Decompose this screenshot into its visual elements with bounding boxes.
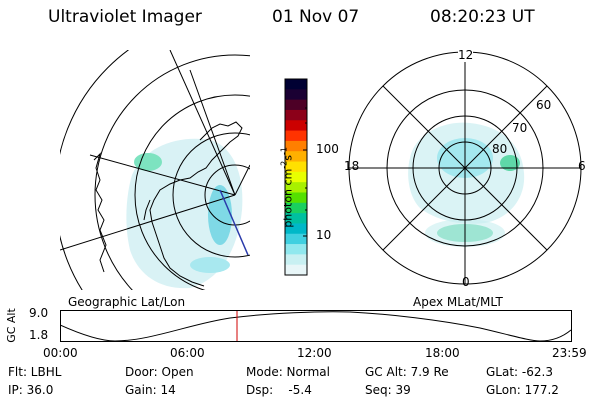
status-ip: IP: 36.0: [8, 383, 54, 397]
colorbar-swatch: [285, 140, 307, 152]
status-glat: GLat: -62.3: [486, 365, 553, 379]
geographic-map-panel: [60, 50, 250, 290]
colorbar-swatch: [285, 171, 307, 183]
mlt-label-12: 12: [458, 48, 474, 62]
time-tick-1200: 12:00: [297, 346, 332, 360]
geo-panel-caption: Geographic Lat/Lon: [68, 295, 186, 309]
colorbar-swatch: [285, 254, 307, 266]
time-tick-1800: 18:00: [425, 346, 460, 360]
ground-track: [219, 189, 249, 256]
colorbar-frame: [284, 78, 308, 276]
time-label: 08:20:23 UT: [430, 7, 535, 27]
colorbar-swatch: [285, 120, 307, 132]
status-mode: Mode: Normal: [246, 365, 330, 379]
colorbar-unit-label: photon cm-2s-1: [279, 147, 295, 228]
colorbar: [284, 78, 308, 276]
time-tick-0600: 06:00: [170, 346, 205, 360]
geo-emission-hotspot: [134, 153, 162, 171]
colorbar-swatch: [285, 130, 307, 142]
geo-emission-patch: [190, 257, 230, 273]
altitude-tick-1.8: 1.8: [29, 328, 49, 342]
geo-emission-region: [126, 138, 243, 289]
colorbar-swatch: [285, 202, 307, 214]
apex-mlt-lines: [349, 52, 581, 284]
altitude-timeline: [60, 310, 572, 342]
colorbar-swatch: [285, 244, 307, 255]
mlat-label-60: 60: [536, 98, 552, 112]
apex-emission-dawn: [500, 155, 520, 171]
date-label: 01 Nov 07: [272, 7, 360, 27]
colorbar-swatch: [285, 109, 307, 121]
status-glon: GLon: 177.2: [486, 383, 559, 397]
altitude-tick-9: 9.0: [29, 306, 49, 320]
status-gc-alt: GC Alt: 7.9 Re: [365, 365, 449, 379]
coastline: [93, 121, 243, 287]
status-filter: Flt: LBHL: [8, 365, 62, 379]
apex-panel-caption: Apex MLat/MLT: [413, 295, 503, 309]
mlat-label-80: 80: [492, 142, 508, 156]
geo-longitude-lines: [60, 50, 250, 251]
status-gain: Gain: 14: [125, 383, 176, 397]
geo-emission-band: [208, 185, 232, 245]
mlt-label-0: 0: [462, 275, 470, 289]
apex-polar-panel: [348, 51, 582, 285]
app-title: Ultraviolet Imager: [48, 7, 202, 27]
colorbar-tick-marks: [303, 107, 307, 237]
status-dsp: Dsp: -5.4: [246, 383, 312, 397]
colorbar-swatch: [285, 223, 307, 235]
time-tick-0000: 00:00: [43, 346, 78, 360]
colorbar-tick-100: 100: [316, 142, 339, 156]
altitude-curve: [60, 311, 572, 342]
colorbar-swatch: [285, 233, 307, 245]
altitude-frame: [60, 310, 572, 342]
colorbar-swatch: [285, 99, 307, 111]
colorbar-swatch: [285, 182, 307, 194]
colorbar-swatch: [285, 192, 307, 204]
colorbar-swatch: [285, 79, 307, 90]
colorbar-swatch: [285, 161, 307, 173]
time-tick-2359: 23:59: [552, 346, 587, 360]
mlt-label-18: 18: [344, 159, 360, 173]
altitude-axis-title: GC Alt: [4, 308, 18, 343]
colorbar-swatch: [285, 264, 307, 276]
colorbar-gradient: [285, 79, 307, 276]
mlat-label-70: 70: [512, 121, 528, 135]
colorbar-swatch: [285, 89, 307, 101]
status-seq: Seq: 39: [365, 383, 411, 397]
colorbar-swatch: [285, 213, 307, 225]
colorbar-tick-10: 10: [316, 228, 332, 242]
mlt-label-6: 6: [578, 159, 586, 173]
colorbar-swatch: [285, 151, 307, 163]
status-door: Door: Open: [125, 365, 194, 379]
